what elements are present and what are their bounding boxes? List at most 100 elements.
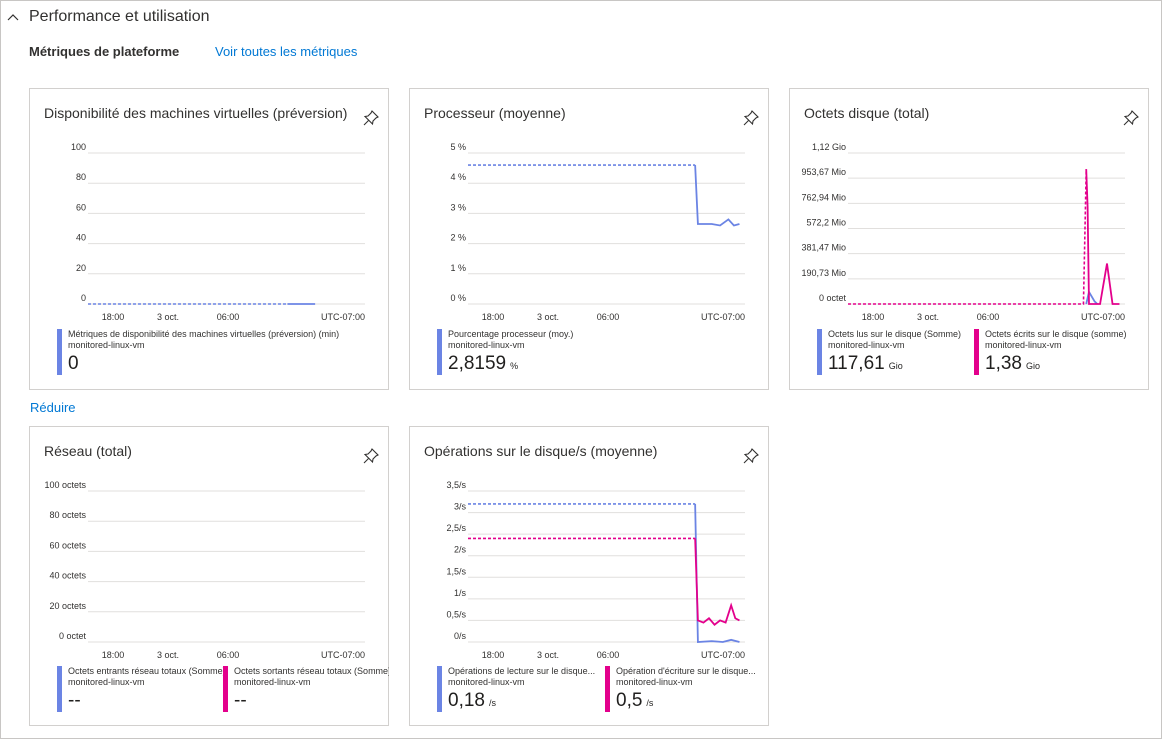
card-title: Opérations sur le disque/s (moyenne): [424, 443, 658, 459]
legend-series-name: Octets entrants réseau totaux (Somme): [68, 666, 223, 676]
x-tick-label: UTC-07:00: [321, 650, 365, 660]
y-tick-label: 572,2 Mio: [806, 218, 846, 228]
legend-resource: monitored-linux-vm: [985, 340, 1062, 350]
x-tick-label: UTC-07:00: [321, 312, 365, 322]
x-tick-label: 3 oct.: [537, 312, 559, 322]
y-tick-label: 0 octet: [819, 293, 847, 303]
x-tick-label: UTC-07:00: [701, 312, 745, 322]
x-tick-label: 3 oct.: [917, 312, 939, 322]
x-tick-label: 06:00: [597, 312, 620, 322]
chevron-up-icon[interactable]: [6, 10, 20, 24]
cpu-chart: 5 % 4 % 3 % 2 % 1 % 0 % 18:00 3 oct. 06:00 UTC-07…: [450, 142, 745, 322]
legend-value: 0,18: [448, 690, 485, 711]
legend-unit: %: [510, 361, 519, 371]
legend-series-name: Pourcentage processeur (moy.): [448, 329, 574, 339]
pin-icon[interactable]: [1121, 108, 1141, 128]
legend-color-swatch: [57, 329, 62, 375]
availability-chart: 100 80 60 40 20 0 18:00 3 oct. 06:00 UTC-07:00: [71, 142, 365, 322]
legend-resource: monitored-linux-vm: [828, 340, 905, 350]
x-tick-label: 18:00: [102, 312, 125, 322]
y-tick-label: 0,5/s: [446, 609, 466, 619]
x-tick-label: UTC-07:00: [701, 650, 745, 660]
legend-value: 2,8159: [448, 353, 507, 374]
y-tick-label: 100: [71, 142, 86, 152]
pin-icon[interactable]: [741, 446, 761, 466]
x-tick-label: 18:00: [862, 312, 885, 322]
pin-icon[interactable]: [361, 446, 381, 466]
legend-item[interactable]: Octets sortants réseau totaux (Somme) mo…: [223, 666, 389, 712]
y-tick-label: 0: [81, 293, 86, 303]
y-tick-label: 1,5/s: [446, 566, 466, 576]
legend-item[interactable]: Métriques de disponibilité des machines …: [57, 329, 339, 375]
y-tick-label: 3,5/s: [446, 480, 466, 490]
series-line: [694, 165, 740, 227]
y-tick-label: 20: [76, 263, 86, 273]
legend-color-swatch: [223, 666, 228, 712]
legend-color-swatch: [437, 329, 442, 375]
legend-color-swatch: [437, 666, 442, 712]
y-tick-label: 2/s: [454, 545, 467, 555]
legend-value: --: [68, 690, 81, 711]
y-tick-label: 0 octet: [59, 631, 87, 641]
network-chart: 100 octets 80 octets 60 octets 40 octets 20 …: [44, 480, 365, 660]
y-tick-label: 3 %: [450, 202, 466, 212]
y-tick-label: 2 %: [450, 233, 466, 243]
legend-resource: monitored-linux-vm: [616, 677, 693, 687]
view-all-metrics-link[interactable]: Voir toutes les métriques: [215, 44, 358, 59]
pin-icon[interactable]: [741, 108, 761, 128]
legend-series-name: Octets sortants réseau totaux (Somme): [234, 666, 389, 676]
legend-series-name: Octets écrits sur le disque (somme): [985, 329, 1127, 339]
disk-ops-chart: 3,5/s 3/s 2,5/s 2/s 1,5/s 1/s 0,5/s 0/s 18:00 3 o…: [446, 480, 745, 660]
y-tick-label: 60 octets: [49, 540, 86, 550]
legend-item[interactable]: Opération d'écriture sur le disque... mo…: [605, 666, 756, 714]
availability-card[interactable]: Disponibilité des machines virtuelles (p…: [29, 88, 389, 390]
legend-resource: monitored-linux-vm: [68, 677, 145, 687]
cpu-card[interactable]: Processeur (moyenne) 5 % 4 % 3 % 2 % 1 % 0 % 1…: [409, 88, 769, 390]
legend-value: 1,38: [985, 353, 1022, 374]
legend-color-swatch: [605, 666, 610, 712]
y-tick-label: 190,73 Mio: [801, 268, 846, 278]
network-card[interactable]: Réseau (total) 100 octets 80 octets 60 oct…: [29, 426, 389, 726]
y-tick-label: 5 %: [450, 142, 466, 152]
legend-series-name: Opération d'écriture sur le disque...: [616, 666, 756, 676]
x-tick-label: 06:00: [597, 650, 620, 660]
legend-resource: monitored-linux-vm: [68, 340, 145, 350]
legend-item[interactable]: Octets entrants réseau totaux (Somme) mo…: [57, 666, 223, 712]
card-title: Octets disque (total): [804, 105, 930, 121]
legend-item[interactable]: Pourcentage processeur (moy.) monitored-…: [437, 329, 573, 377]
legend-series-name: Métriques de disponibilité des machines …: [68, 329, 340, 339]
legend-color-swatch: [817, 329, 822, 375]
x-tick-label: 06:00: [977, 312, 1000, 322]
y-tick-label: 2,5/s: [446, 523, 466, 533]
series-line: [694, 538, 740, 626]
collapse-link[interactable]: Réduire: [30, 400, 76, 415]
x-tick-label: 3 oct.: [157, 650, 179, 660]
y-tick-label: 80 octets: [49, 510, 86, 520]
y-tick-label: 0 %: [450, 293, 466, 303]
y-tick-label: 762,94 Mio: [801, 192, 846, 202]
y-tick-label: 381,47 Mio: [801, 243, 846, 253]
section-header[interactable]: Performance et utilisation: [6, 4, 210, 30]
section-title: Performance et utilisation: [29, 8, 210, 25]
y-tick-label: 953,67 Mio: [801, 167, 846, 177]
legend-value: 117,61: [828, 353, 885, 374]
pin-icon[interactable]: [361, 108, 381, 128]
series-line: [1085, 289, 1098, 305]
legend-series-name: Opérations de lecture sur le disque...: [448, 666, 596, 676]
x-tick-label: 18:00: [482, 650, 505, 660]
x-tick-label: 3 oct.: [537, 650, 559, 660]
disk-ops-card[interactable]: Opérations sur le disque/s (moyenne) 3,5…: [409, 426, 769, 726]
y-tick-label: 1 %: [450, 263, 466, 273]
disk-bytes-card[interactable]: Octets disque (total) 1,12 Gio 953,67 Mio…: [789, 88, 1149, 390]
y-tick-label: 80: [76, 172, 86, 182]
legend-item[interactable]: Opérations de lecture sur le disque... m…: [437, 666, 595, 714]
y-tick-label: 100 octets: [44, 480, 86, 490]
y-tick-label: 1,12 Gio: [812, 142, 846, 152]
x-tick-label: 18:00: [482, 312, 505, 322]
legend-unit: /s: [488, 698, 496, 708]
x-tick-label: 18:00: [102, 650, 125, 660]
legend-item[interactable]: Octets écrits sur le disque (somme) moni…: [974, 329, 1127, 377]
legend-series-name: Octets lus sur le disque (Somme): [828, 329, 962, 339]
y-tick-label: 1/s: [454, 588, 467, 598]
legend-item[interactable]: Octets lus sur le disque (Somme) monitor…: [817, 329, 961, 377]
